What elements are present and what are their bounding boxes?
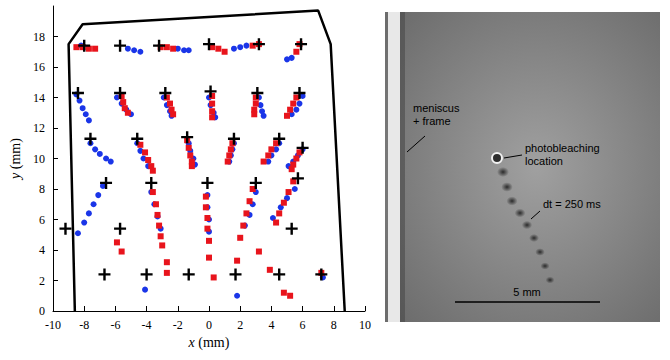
svg-text:dt = 250 ms: dt = 250 ms <box>543 198 601 210</box>
svg-text:14: 14 <box>33 91 45 105</box>
svg-text:y: y <box>7 172 23 179</box>
svg-text:8: 8 <box>39 182 45 196</box>
svg-text:4: 4 <box>39 243 45 257</box>
svg-text:10: 10 <box>33 152 45 166</box>
svg-text:5 mm: 5 mm <box>513 286 541 298</box>
svg-text:photobleachinglocation: photobleachinglocation <box>525 142 600 167</box>
svg-text:8: 8 <box>331 318 337 332</box>
svg-text:-8: -8 <box>79 318 89 332</box>
svg-text:6: 6 <box>39 213 45 227</box>
svg-text:-10: -10 <box>45 318 61 332</box>
svg-text:x: x <box>188 335 195 351</box>
svg-text:(mm): (mm) <box>195 335 230 351</box>
svg-text:-2: -2 <box>173 318 183 332</box>
svg-text:10: 10 <box>359 318 371 332</box>
svg-text:16: 16 <box>33 60 45 74</box>
svg-text:meniscus+ frame: meniscus+ frame <box>413 102 460 127</box>
svg-text:6: 6 <box>300 318 306 332</box>
svg-text:4: 4 <box>268 318 274 332</box>
svg-text:0: 0 <box>206 318 212 332</box>
svg-text:12: 12 <box>33 121 45 135</box>
svg-text:2: 2 <box>237 318 243 332</box>
svg-text:18: 18 <box>33 30 45 44</box>
svg-text:0: 0 <box>39 304 45 318</box>
svg-text:2: 2 <box>39 274 45 288</box>
svg-text:-4: -4 <box>142 318 152 332</box>
svg-text:-6: -6 <box>110 318 120 332</box>
svg-text:(mm): (mm) <box>8 138 24 173</box>
